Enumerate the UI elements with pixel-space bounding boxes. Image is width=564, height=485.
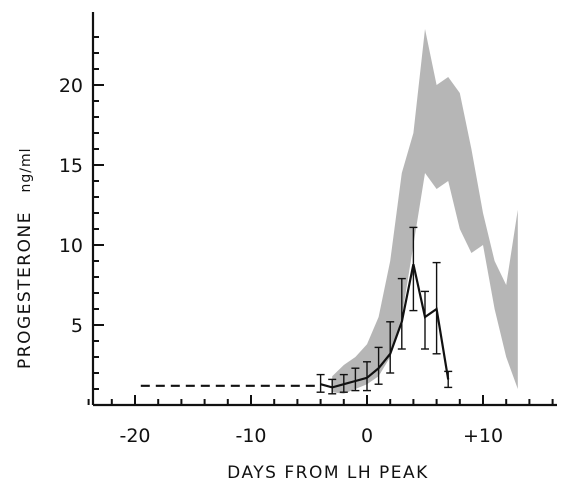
reference-band-area <box>332 29 518 394</box>
series-line <box>320 263 450 389</box>
x-tick-label: +10 <box>463 425 503 447</box>
reference-range-band <box>332 29 518 394</box>
x-tick-label: -10 <box>235 425 266 447</box>
y-tick-label: 15 <box>59 155 83 177</box>
y-axis-label: PROGESTERONE <box>15 211 35 369</box>
y-tick-label: 5 <box>71 315 83 337</box>
x-axis-label: DAYS FROM LH PEAK <box>227 463 429 483</box>
y-axis-unit: ng/ml <box>18 147 34 192</box>
y-tick-label: 20 <box>59 75 83 97</box>
axes: 5 10 15 20 -20 -10 0 +10 <box>59 12 557 447</box>
y-tick-label: 10 <box>59 235 83 257</box>
x-tick-label: -20 <box>119 425 150 447</box>
axis-labels: DAYS FROM LH PEAK PROGESTERONE ng/ml <box>15 147 429 483</box>
mean-series <box>140 226 453 395</box>
x-tick-label: 0 <box>361 425 373 447</box>
